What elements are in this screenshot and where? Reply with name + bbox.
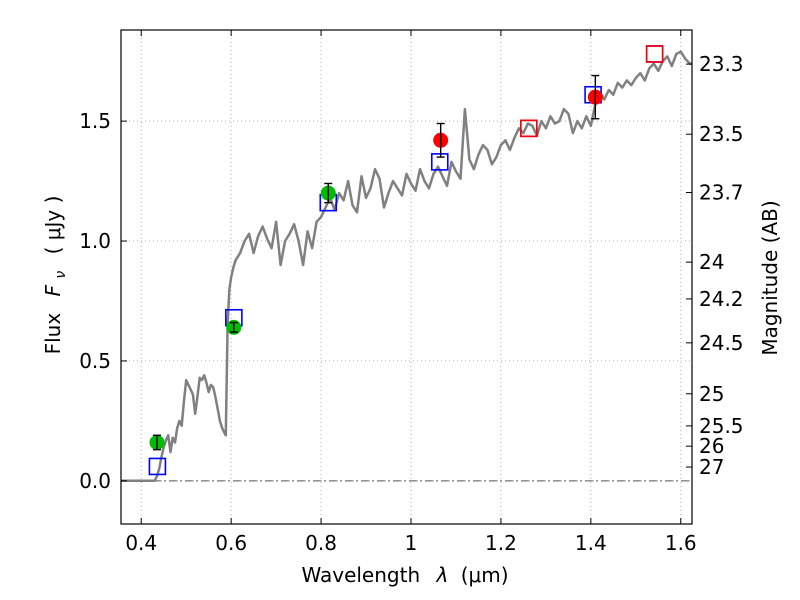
y-axis-label-unit: ( μJy ): [41, 196, 65, 255]
x-tick-label: 0.8: [305, 531, 337, 555]
magnitude-tick-label: 23.7: [699, 181, 744, 205]
x-tick-label: 1: [405, 531, 418, 555]
magnitude-tick-label: 24.2: [699, 287, 744, 311]
x-tick-label: 1.2: [485, 531, 517, 555]
x-axis-label-text: Wavelength: [301, 563, 420, 587]
y-axis-label-symbol: F: [41, 284, 65, 296]
x-axis-label-symbol: λ: [436, 563, 449, 587]
plot-frame: [120, 29, 693, 525]
x-tick-label: 0.4: [125, 531, 157, 555]
magnitude-tick-label: 24: [699, 250, 724, 274]
magnitude-tick-label: 27: [699, 455, 724, 479]
x-tick-label: 1.6: [665, 531, 697, 555]
line-layer: [121, 50, 692, 483]
model-band-square-blue: [148, 457, 167, 476]
sed-model-line: [121, 50, 692, 483]
magnitude-tick-label: 23.3: [699, 52, 744, 76]
magnitude-tick-label: 24.5: [699, 331, 744, 355]
x-axis-label-unit: (μm): [461, 563, 509, 587]
model-band-square-red: [519, 119, 538, 138]
magnitude-tick-label: 26: [699, 434, 724, 458]
x-axis-label: Wavelength λ (μm): [301, 563, 508, 587]
grid-layer: [121, 30, 692, 524]
model-band-square-blue: [430, 153, 449, 171]
magnitude-tick-label: 25.5: [699, 414, 744, 438]
y-axis-label-subscript: ν: [53, 271, 69, 279]
y-axis-label-text: Flux: [41, 313, 65, 355]
magnitude-tick-label: 23.5: [699, 122, 744, 146]
y-tick-label: 1.0: [79, 229, 111, 253]
x-tick-label: 0.6: [215, 531, 247, 555]
y-axis-label: Flux F ν ( μJy ): [41, 196, 70, 355]
y-tick-label: 0.5: [79, 349, 111, 373]
x-tick-label: 1.4: [575, 531, 607, 555]
model-band-square-red: [645, 45, 664, 63]
y-tick-label: 0.0: [79, 469, 111, 493]
magnitude-axis-label: Magnitude (AB): [758, 200, 782, 355]
magnitude-tick-label: 25: [699, 382, 724, 406]
model-band-square-blue: [645, 45, 664, 63]
marker-layer: [148, 45, 664, 476]
y-tick-label: 1.5: [79, 109, 111, 133]
tick-layer: 0.4 0.6 0.8 1 1.2 1.4 1.6 0.0 0.5 1.0 1.5 23.3 23.5 2…: [79, 30, 744, 555]
